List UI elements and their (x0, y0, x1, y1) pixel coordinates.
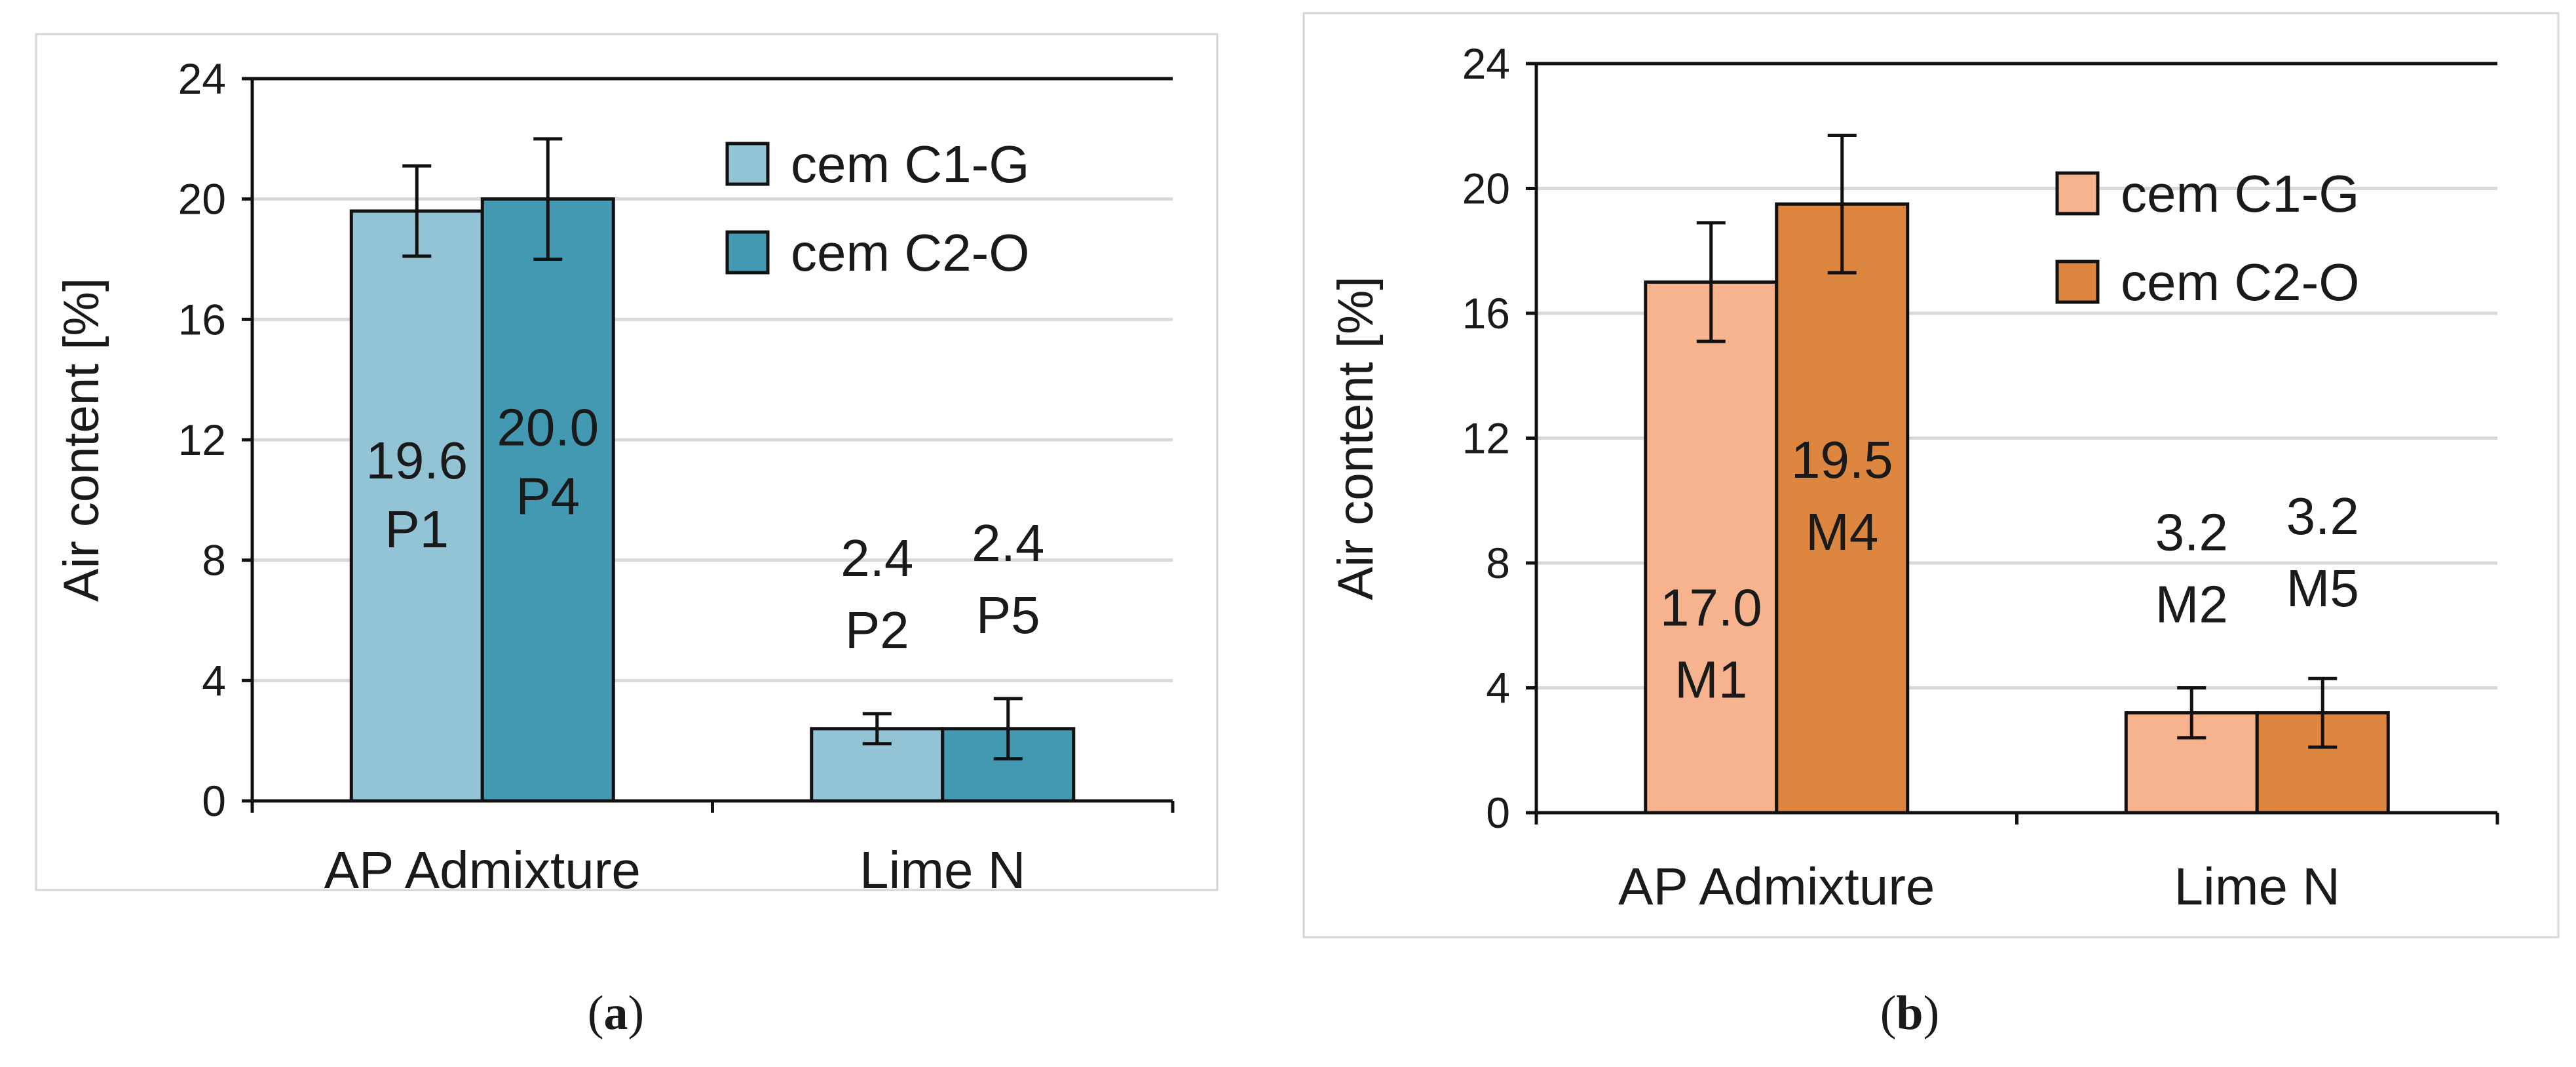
x-category-label: AP Admixture (1618, 857, 1935, 916)
data-value-label: 20.0 (497, 398, 599, 456)
y-tick-label: 12 (1462, 414, 1510, 463)
bar (1644, 280, 1779, 815)
data-value-label: 19.6 (366, 431, 468, 490)
data-id-label: M5 (2286, 559, 2359, 617)
caption-close: ) (1923, 986, 1940, 1040)
caption-open: ( (1880, 986, 1897, 1040)
data-id-label: P2 (845, 601, 909, 659)
panel-caption: (a) (588, 986, 644, 1040)
y-tick-label: 16 (1462, 289, 1510, 338)
x-category-label: AP Admixture (324, 841, 641, 899)
data-id-label: P4 (516, 467, 580, 525)
legend-swatch (2055, 260, 2100, 304)
panel-caption: (b) (1880, 986, 1939, 1040)
data-value-label: 2.4 (972, 514, 1044, 572)
caption-open: ( (588, 986, 604, 1040)
chart-panel-b: 0 4 8 12 16 20 24 Air content [%] AP Admixture Li… (1302, 12, 2560, 1040)
legend-swatch (2055, 171, 2100, 216)
legend-swatch (725, 230, 770, 275)
y-tick-label: 0 (1486, 788, 1510, 837)
legend-label: cem C2-O (2121, 253, 2360, 311)
y-tick-label: 8 (202, 536, 226, 585)
data-id-label: M4 (1806, 503, 1878, 561)
y-tick-label: 24 (178, 54, 226, 103)
y-axis-title: Air content [%] (54, 278, 109, 602)
caption-letter: b (1896, 986, 1923, 1040)
data-id-label: M2 (2155, 575, 2228, 634)
bar (1775, 202, 1910, 815)
legend-label: cem C1-G (2121, 165, 2360, 223)
y-tick-label: 0 (202, 777, 226, 825)
chart-panel-a: 0 4 8 12 16 20 24 Air content [%] AP Admixture Li… (35, 33, 1219, 1040)
caption-close: ) (628, 986, 645, 1040)
legend-label: cem C2-O (791, 223, 1030, 282)
data-value-label: 2.4 (841, 529, 913, 587)
y-tick-label: 20 (178, 175, 226, 223)
y-tick-label: 8 (1486, 539, 1510, 587)
data-id-label: M1 (1675, 651, 1747, 709)
y-tick-label: 16 (178, 295, 226, 343)
legend-swatch (725, 142, 770, 186)
legend-label: cem C1-G (791, 135, 1030, 193)
data-value-label: 3.2 (2286, 487, 2359, 545)
y-tick-label: 12 (178, 416, 226, 464)
data-value-label: 17.0 (1660, 579, 1762, 637)
y-tick-label: 4 (202, 656, 226, 705)
caption-letter: a (604, 986, 628, 1040)
data-id-label: P5 (976, 586, 1040, 644)
data-value-label: 3.2 (2155, 503, 2228, 562)
data-id-label: P1 (385, 500, 449, 558)
x-category-label: Lime N (860, 841, 1025, 899)
x-category-label: Lime N (2174, 857, 2340, 916)
y-axis-title: Air content [%] (1328, 276, 1384, 600)
y-tick-label: 20 (1462, 165, 1510, 213)
y-tick-label: 24 (1462, 39, 1510, 88)
data-value-label: 19.5 (1791, 431, 1893, 489)
y-tick-label: 4 (1486, 664, 1510, 712)
